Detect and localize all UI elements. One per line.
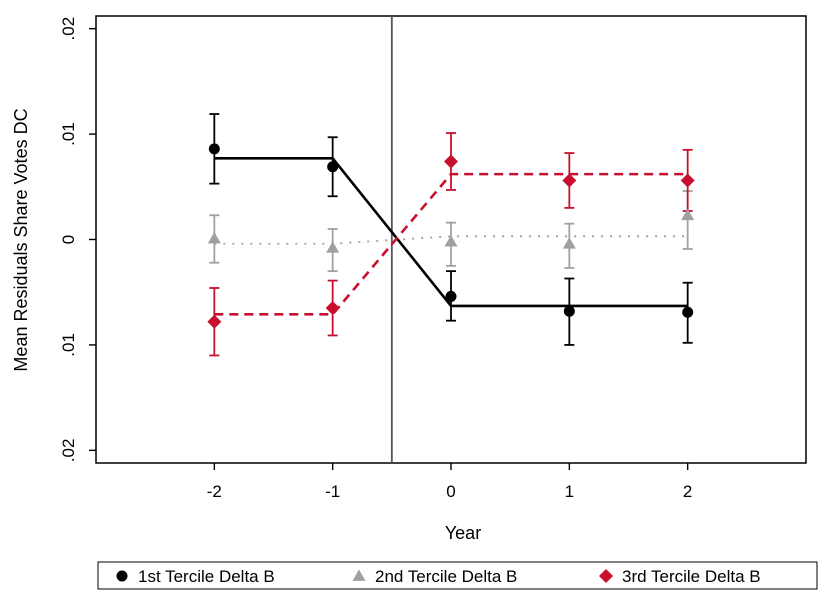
- y-tick-label: .02: [59, 17, 78, 41]
- data-point-series-2: [681, 208, 695, 221]
- y-axis-label: Mean Residuals Share Votes DC: [11, 108, 31, 371]
- legend: 1st Tercile Delta B 2nd Tercile Delta B 3r…: [116, 567, 761, 586]
- legend-marker-series-3: [599, 569, 613, 583]
- legend-label-series-2: 2nd Tercile Delta B: [375, 567, 517, 586]
- legend-label-series-3: 3rd Tercile Delta B: [622, 567, 761, 586]
- x-axis-label: Year: [445, 523, 481, 543]
- data-point-series-1: [445, 290, 457, 302]
- data-point-series-1: [208, 143, 220, 155]
- points-layer: [207, 143, 695, 329]
- y-tick-label: .01: [59, 333, 78, 357]
- y-tick-label: .01: [59, 122, 78, 146]
- data-point-series-1: [327, 161, 339, 173]
- data-point-series-3: [680, 173, 695, 188]
- x-tick-label: 1: [565, 482, 574, 501]
- x-tick-label: 2: [683, 482, 692, 501]
- data-point-series-2: [326, 241, 340, 253]
- x-tick-label: -2: [207, 482, 222, 501]
- data-point-series-1: [563, 305, 575, 317]
- y-tick-label: 0: [59, 235, 78, 244]
- data-point-series-3: [562, 173, 577, 188]
- data-point-series-2: [562, 237, 576, 249]
- data-point-series-3: [444, 154, 458, 169]
- legend-marker-series-2: [352, 569, 366, 581]
- data-point-series-3: [207, 314, 222, 329]
- legend-marker-series-1: [116, 570, 128, 582]
- data-point-series-2: [444, 235, 458, 247]
- legend-box: [97, 561, 818, 590]
- axes-layer: .02 .01 0 .01 .02 -2 -1 0 1 2: [59, 17, 692, 501]
- legend-label-series-1: 1st Tercile Delta B: [138, 567, 275, 586]
- y-tick-label: .02: [59, 439, 78, 463]
- x-tick-label: -1: [325, 482, 340, 501]
- data-point-series-2: [207, 231, 221, 244]
- data-point-series-3: [325, 301, 340, 316]
- data-point-series-1: [682, 306, 694, 318]
- x-tick-label: 0: [446, 482, 455, 501]
